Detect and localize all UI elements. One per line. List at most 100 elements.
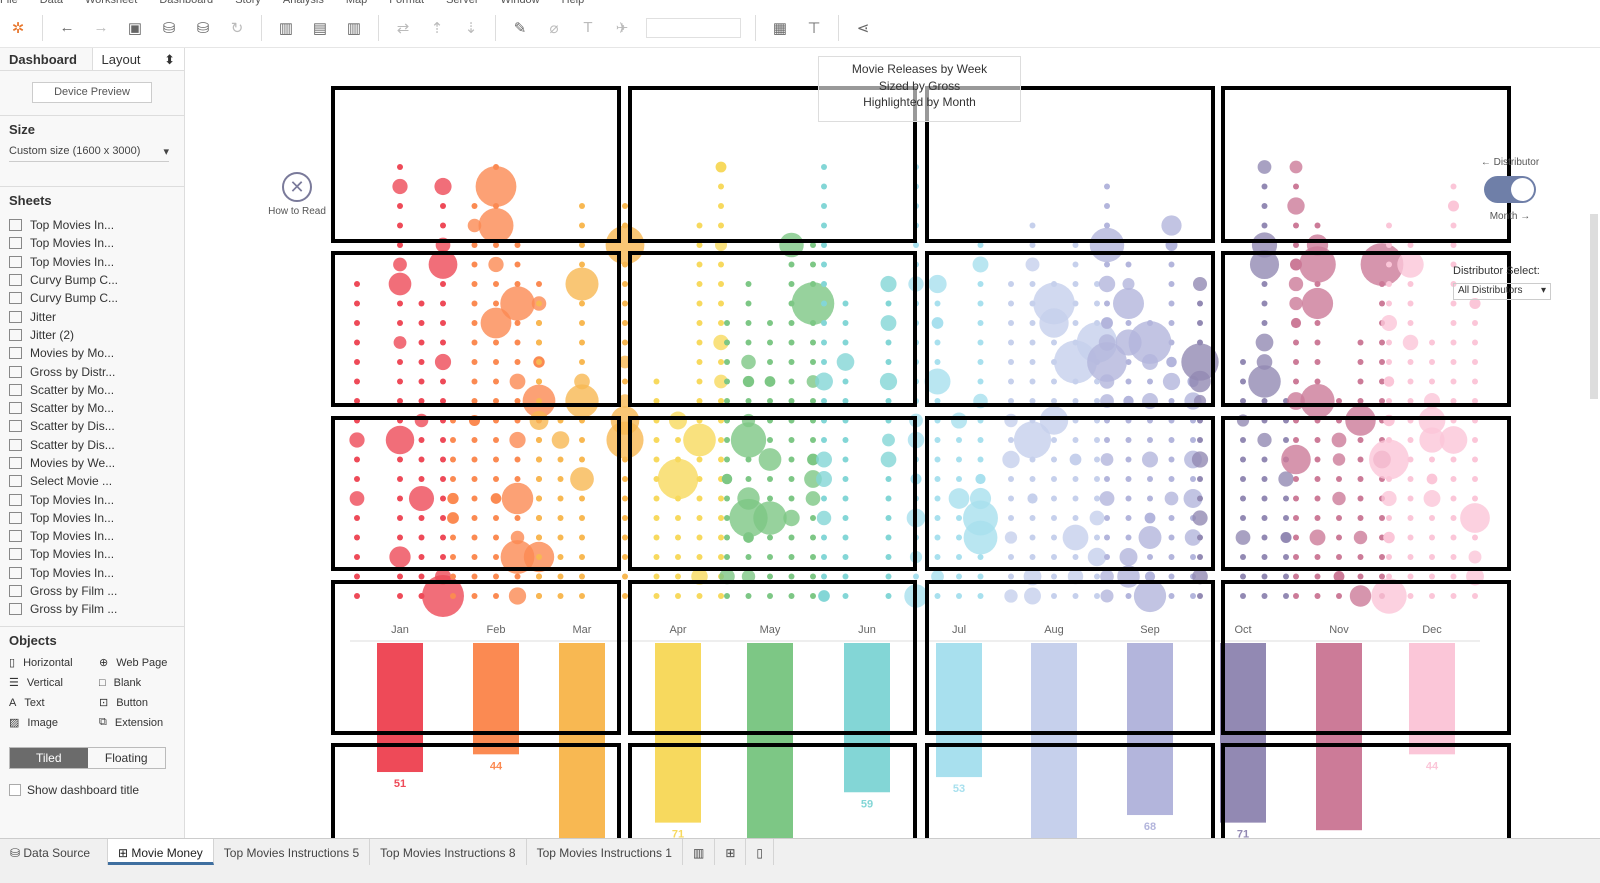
bubble-mark[interactable] <box>724 456 730 463</box>
tab-dashboard[interactable]: Dashboard <box>0 48 92 70</box>
bubble-mark[interactable] <box>1094 281 1100 287</box>
bubble-mark[interactable] <box>810 242 816 248</box>
bubble-mark[interactable] <box>440 378 446 385</box>
save-icon[interactable]: ▣ <box>127 19 143 37</box>
bubble-mark[interactable] <box>696 593 703 599</box>
bubble-mark[interactable] <box>842 495 849 502</box>
fit-select[interactable] <box>646 17 741 38</box>
bubble-mark[interactable] <box>1029 359 1036 365</box>
bubble-mark[interactable] <box>934 437 941 443</box>
bubble-mark[interactable] <box>1029 554 1036 560</box>
bubble-mark[interactable] <box>385 425 415 455</box>
bubble-mark[interactable] <box>882 433 895 447</box>
bubble-mark[interactable] <box>418 339 425 346</box>
bubble-mark[interactable] <box>450 437 456 443</box>
bubble-mark[interactable] <box>821 300 827 307</box>
bubble-mark[interactable] <box>1418 407 1446 434</box>
bubble-mark[interactable] <box>724 378 730 385</box>
menu-story[interactable]: Story <box>235 0 261 6</box>
bubble-mark[interactable] <box>1072 593 1079 599</box>
bubble-mark[interactable] <box>1371 578 1407 614</box>
bubble-mark[interactable] <box>696 320 703 326</box>
bubble-mark[interactable] <box>514 242 521 248</box>
bubble-mark[interactable] <box>493 456 499 463</box>
bubble-mark[interactable] <box>422 575 464 617</box>
bubble-mark[interactable] <box>1087 547 1107 567</box>
new-dashboard-tab-icon[interactable]: ⊞ <box>715 839 747 865</box>
bubble-mark[interactable] <box>1261 593 1268 599</box>
bubble-mark[interactable] <box>1257 432 1272 448</box>
bubble-mark[interactable] <box>471 203 478 209</box>
bubble-mark[interactable] <box>1051 515 1057 521</box>
bubble-mark[interactable] <box>1104 203 1110 209</box>
bubble-mark[interactable] <box>1029 281 1036 287</box>
bubble-mark[interactable] <box>821 534 827 541</box>
bubble-mark[interactable] <box>1314 593 1321 599</box>
bubble-mark[interactable] <box>354 359 360 365</box>
menu-file[interactable]: File <box>0 0 18 6</box>
sheet-item[interactable]: Top Movies In... <box>9 527 175 545</box>
bubble-mark[interactable] <box>767 554 773 560</box>
bubble-mark[interactable] <box>514 320 521 326</box>
bubble-mark[interactable] <box>1008 495 1014 502</box>
bubble-mark[interactable] <box>696 242 703 248</box>
bubble-mark[interactable] <box>529 411 549 430</box>
bubble-mark[interactable] <box>1051 437 1057 443</box>
bubble-mark[interactable] <box>493 242 499 248</box>
bubble-mark[interactable] <box>392 178 408 195</box>
tab-instructions-8[interactable]: Top Movies Instructions 8 <box>370 839 527 865</box>
bubble-mark[interactable] <box>742 375 755 388</box>
object-vertical[interactable]: ☰ Vertical <box>9 676 99 690</box>
bubble-mark[interactable] <box>1125 495 1132 502</box>
bubble-mark[interactable] <box>1450 515 1457 521</box>
bubble-mark[interactable] <box>885 300 892 307</box>
bubble-mark[interactable] <box>1249 249 1280 280</box>
bubble-mark[interactable] <box>718 593 724 599</box>
bubble-mark[interactable] <box>788 456 795 463</box>
bubble-mark[interactable] <box>1386 554 1392 560</box>
bubble-mark[interactable] <box>1472 378 1478 385</box>
bubble-mark[interactable] <box>1386 437 1392 443</box>
bubble-mark[interactable] <box>1008 320 1014 326</box>
bubble-mark[interactable] <box>1197 320 1203 326</box>
bubble-mark[interactable] <box>1008 573 1014 580</box>
bubble-mark[interactable] <box>1336 593 1342 599</box>
bubble-mark[interactable] <box>514 281 521 287</box>
bubble-mark[interactable] <box>696 534 703 541</box>
object-button[interactable]: ⊡ Button <box>99 696 184 710</box>
bubble-mark[interactable] <box>653 378 660 385</box>
sort-asc-icon[interactable]: ⇡ <box>430 19 444 37</box>
bubble-mark[interactable] <box>1283 573 1289 580</box>
bubble-mark[interactable] <box>1240 359 1246 365</box>
bubble-mark[interactable] <box>1332 491 1346 506</box>
bubble-mark[interactable] <box>1314 456 1321 463</box>
bubble-mark[interactable] <box>1133 579 1167 613</box>
menu-format[interactable]: Format <box>389 0 425 6</box>
bubble-mark[interactable] <box>934 534 941 541</box>
bubble-mark[interactable] <box>514 476 521 482</box>
bubble-mark[interactable] <box>810 398 816 404</box>
bubble-mark[interactable] <box>1125 359 1132 365</box>
bubble-mark[interactable] <box>1008 515 1014 521</box>
bubble-mark[interactable] <box>622 203 628 209</box>
bubble-mark[interactable] <box>1100 589 1114 603</box>
bubble-mark[interactable] <box>783 509 800 527</box>
bubble-mark[interactable] <box>1162 372 1181 391</box>
bubble-mark[interactable] <box>724 320 730 326</box>
bubble-mark[interactable] <box>1168 300 1175 307</box>
bubble-mark[interactable] <box>622 281 628 287</box>
bubble-mark[interactable] <box>579 320 585 326</box>
bubble-mark[interactable] <box>471 378 478 385</box>
bubble-mark[interactable] <box>1407 242 1414 248</box>
bubble-mark[interactable] <box>1349 585 1372 607</box>
bubble-mark[interactable] <box>393 336 407 349</box>
bubble-mark[interactable] <box>1407 573 1414 580</box>
bubble-mark[interactable] <box>675 593 681 599</box>
bubble-mark[interactable] <box>579 495 585 502</box>
bubble-mark[interactable] <box>821 320 827 326</box>
bubble-mark[interactable] <box>1472 476 1478 482</box>
bubble-mark[interactable] <box>1429 573 1435 580</box>
menu-help[interactable]: Help <box>561 0 585 6</box>
bubble-mark[interactable] <box>810 261 816 268</box>
bubble-mark[interactable] <box>1357 515 1364 521</box>
